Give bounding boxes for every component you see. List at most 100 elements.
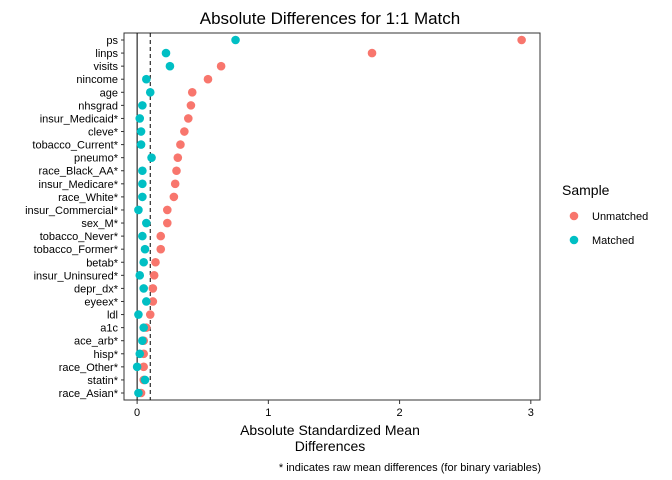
y-tick-label: race_White*: [58, 192, 119, 204]
y-tick-label: sex_M*: [81, 218, 118, 230]
legend-title: Sample: [562, 182, 610, 198]
point-matched: [136, 140, 146, 149]
point-matched: [139, 257, 148, 267]
point-unmatched: [156, 231, 166, 241]
y-tick-label: nhsgrad: [78, 100, 118, 112]
reference-lines: [136, 33, 151, 400]
y-tick-label: ps: [106, 35, 118, 47]
point-matched: [138, 336, 147, 346]
point-matched: [139, 323, 148, 332]
point-unmatched: [169, 192, 179, 202]
point-unmatched: [187, 87, 197, 97]
y-tick-label: race_Other*: [59, 362, 119, 374]
point-unmatched: [180, 127, 189, 136]
point-matched: [136, 127, 146, 136]
y-tick-label: age: [100, 87, 118, 99]
point-matched: [135, 349, 145, 359]
point-matched: [161, 48, 171, 58]
point-matched: [135, 271, 145, 280]
point-matched: [134, 205, 143, 215]
y-tick-label: insur_Commercial*: [25, 205, 119, 217]
y-tick-label: pneumo*: [74, 153, 119, 165]
point-matched: [145, 87, 155, 97]
y-tick-label: linps: [95, 48, 118, 60]
y-tick-label: ldl: [107, 310, 118, 322]
y-tick-label: insur_Medicaid*: [40, 113, 119, 125]
point-matched: [138, 166, 147, 176]
legend-key-matched: [569, 235, 579, 245]
y-tick-label: ace_arb*: [74, 336, 119, 348]
x-tick-label: 3: [528, 407, 534, 419]
legend-label-unmatched: Unmatched: [592, 211, 648, 223]
legend-key-unmatched: [569, 211, 579, 221]
point-matched: [140, 244, 150, 254]
y-tick-label: eyeex*: [84, 296, 118, 308]
point-unmatched: [145, 310, 155, 319]
y-axis-labels: pslinpsvisitsnincomeagenhsgradinsur_Medi…: [25, 35, 124, 400]
point-unmatched: [216, 61, 226, 71]
point-matched: [142, 297, 151, 306]
point-unmatched: [156, 244, 166, 254]
y-tick-label: visits: [94, 61, 119, 73]
point-unmatched: [517, 35, 526, 45]
point-unmatched: [170, 179, 180, 189]
point-unmatched: [173, 153, 183, 162]
point-unmatched: [184, 114, 193, 123]
y-tick-label: tobacco_Former*: [34, 244, 119, 256]
point-unmatched: [172, 166, 181, 176]
y-tick-label: hisp*: [94, 349, 119, 361]
x-axis: 0 1 2 3: [134, 400, 534, 419]
point-unmatched: [163, 218, 172, 228]
point-unmatched: [176, 140, 185, 149]
point-unmatched: [203, 74, 213, 84]
plot-panel: [123, 32, 541, 401]
point-matched: [142, 74, 151, 84]
point-matched: [231, 35, 240, 45]
y-tick-label: cleve*: [88, 127, 119, 139]
y-tick-label: a1c: [100, 323, 118, 335]
y-tick-label: race_Asian*: [59, 388, 119, 400]
point-unmatched: [148, 284, 158, 293]
point-matched: [138, 192, 147, 202]
y-tick-label: nincome: [76, 74, 118, 86]
point-matched: [134, 388, 143, 398]
point-matched: [140, 375, 150, 385]
point-unmatched: [367, 48, 377, 58]
y-tick-label: betab*: [86, 257, 119, 269]
y-tick-label: statin*: [87, 375, 118, 387]
y-tick-label: tobacco_Current*: [32, 140, 118, 152]
legend-label-matched: Matched: [592, 235, 634, 247]
point-matched: [142, 218, 151, 228]
point-unmatched: [139, 362, 148, 372]
y-tick-label: tobacco_Never*: [40, 231, 119, 243]
point-matched: [138, 101, 147, 110]
legend: Sample Unmatched Matched: [562, 182, 648, 247]
point-unmatched: [186, 101, 196, 110]
point-unmatched: [151, 257, 160, 267]
point-unmatched: [148, 297, 158, 306]
x-tick-label: 0: [134, 407, 140, 419]
y-tick-label: race_Black_AA*: [39, 166, 119, 178]
point-matched: [138, 179, 147, 189]
y-tick-label: insur_Uninsured*: [34, 270, 119, 282]
point-matched: [147, 153, 156, 162]
point-matched: [135, 114, 145, 123]
x-axis-title-line-1: Absolute Standardized Mean: [240, 422, 420, 438]
point-unmatched: [163, 205, 172, 215]
y-tick-label: insur_Medicare*: [39, 179, 119, 191]
point-matched: [132, 362, 142, 372]
legend-entries: Unmatched Matched: [569, 211, 648, 247]
point-unmatched: [149, 271, 159, 280]
point-matched: [165, 61, 175, 71]
chart-title: Absolute Differences for 1:1 Match: [200, 9, 461, 28]
x-tick-label: 1: [265, 407, 271, 419]
point-matched: [134, 310, 143, 319]
x-tick-label: 2: [397, 407, 403, 419]
data-points: [132, 35, 526, 398]
point-matched: [138, 231, 147, 241]
caption: * indicates raw mean differences (for bi…: [279, 462, 541, 474]
y-tick-label: depr_dx*: [74, 283, 119, 295]
x-axis-title-line-2: Differences: [295, 438, 366, 454]
point-matched: [139, 284, 148, 293]
